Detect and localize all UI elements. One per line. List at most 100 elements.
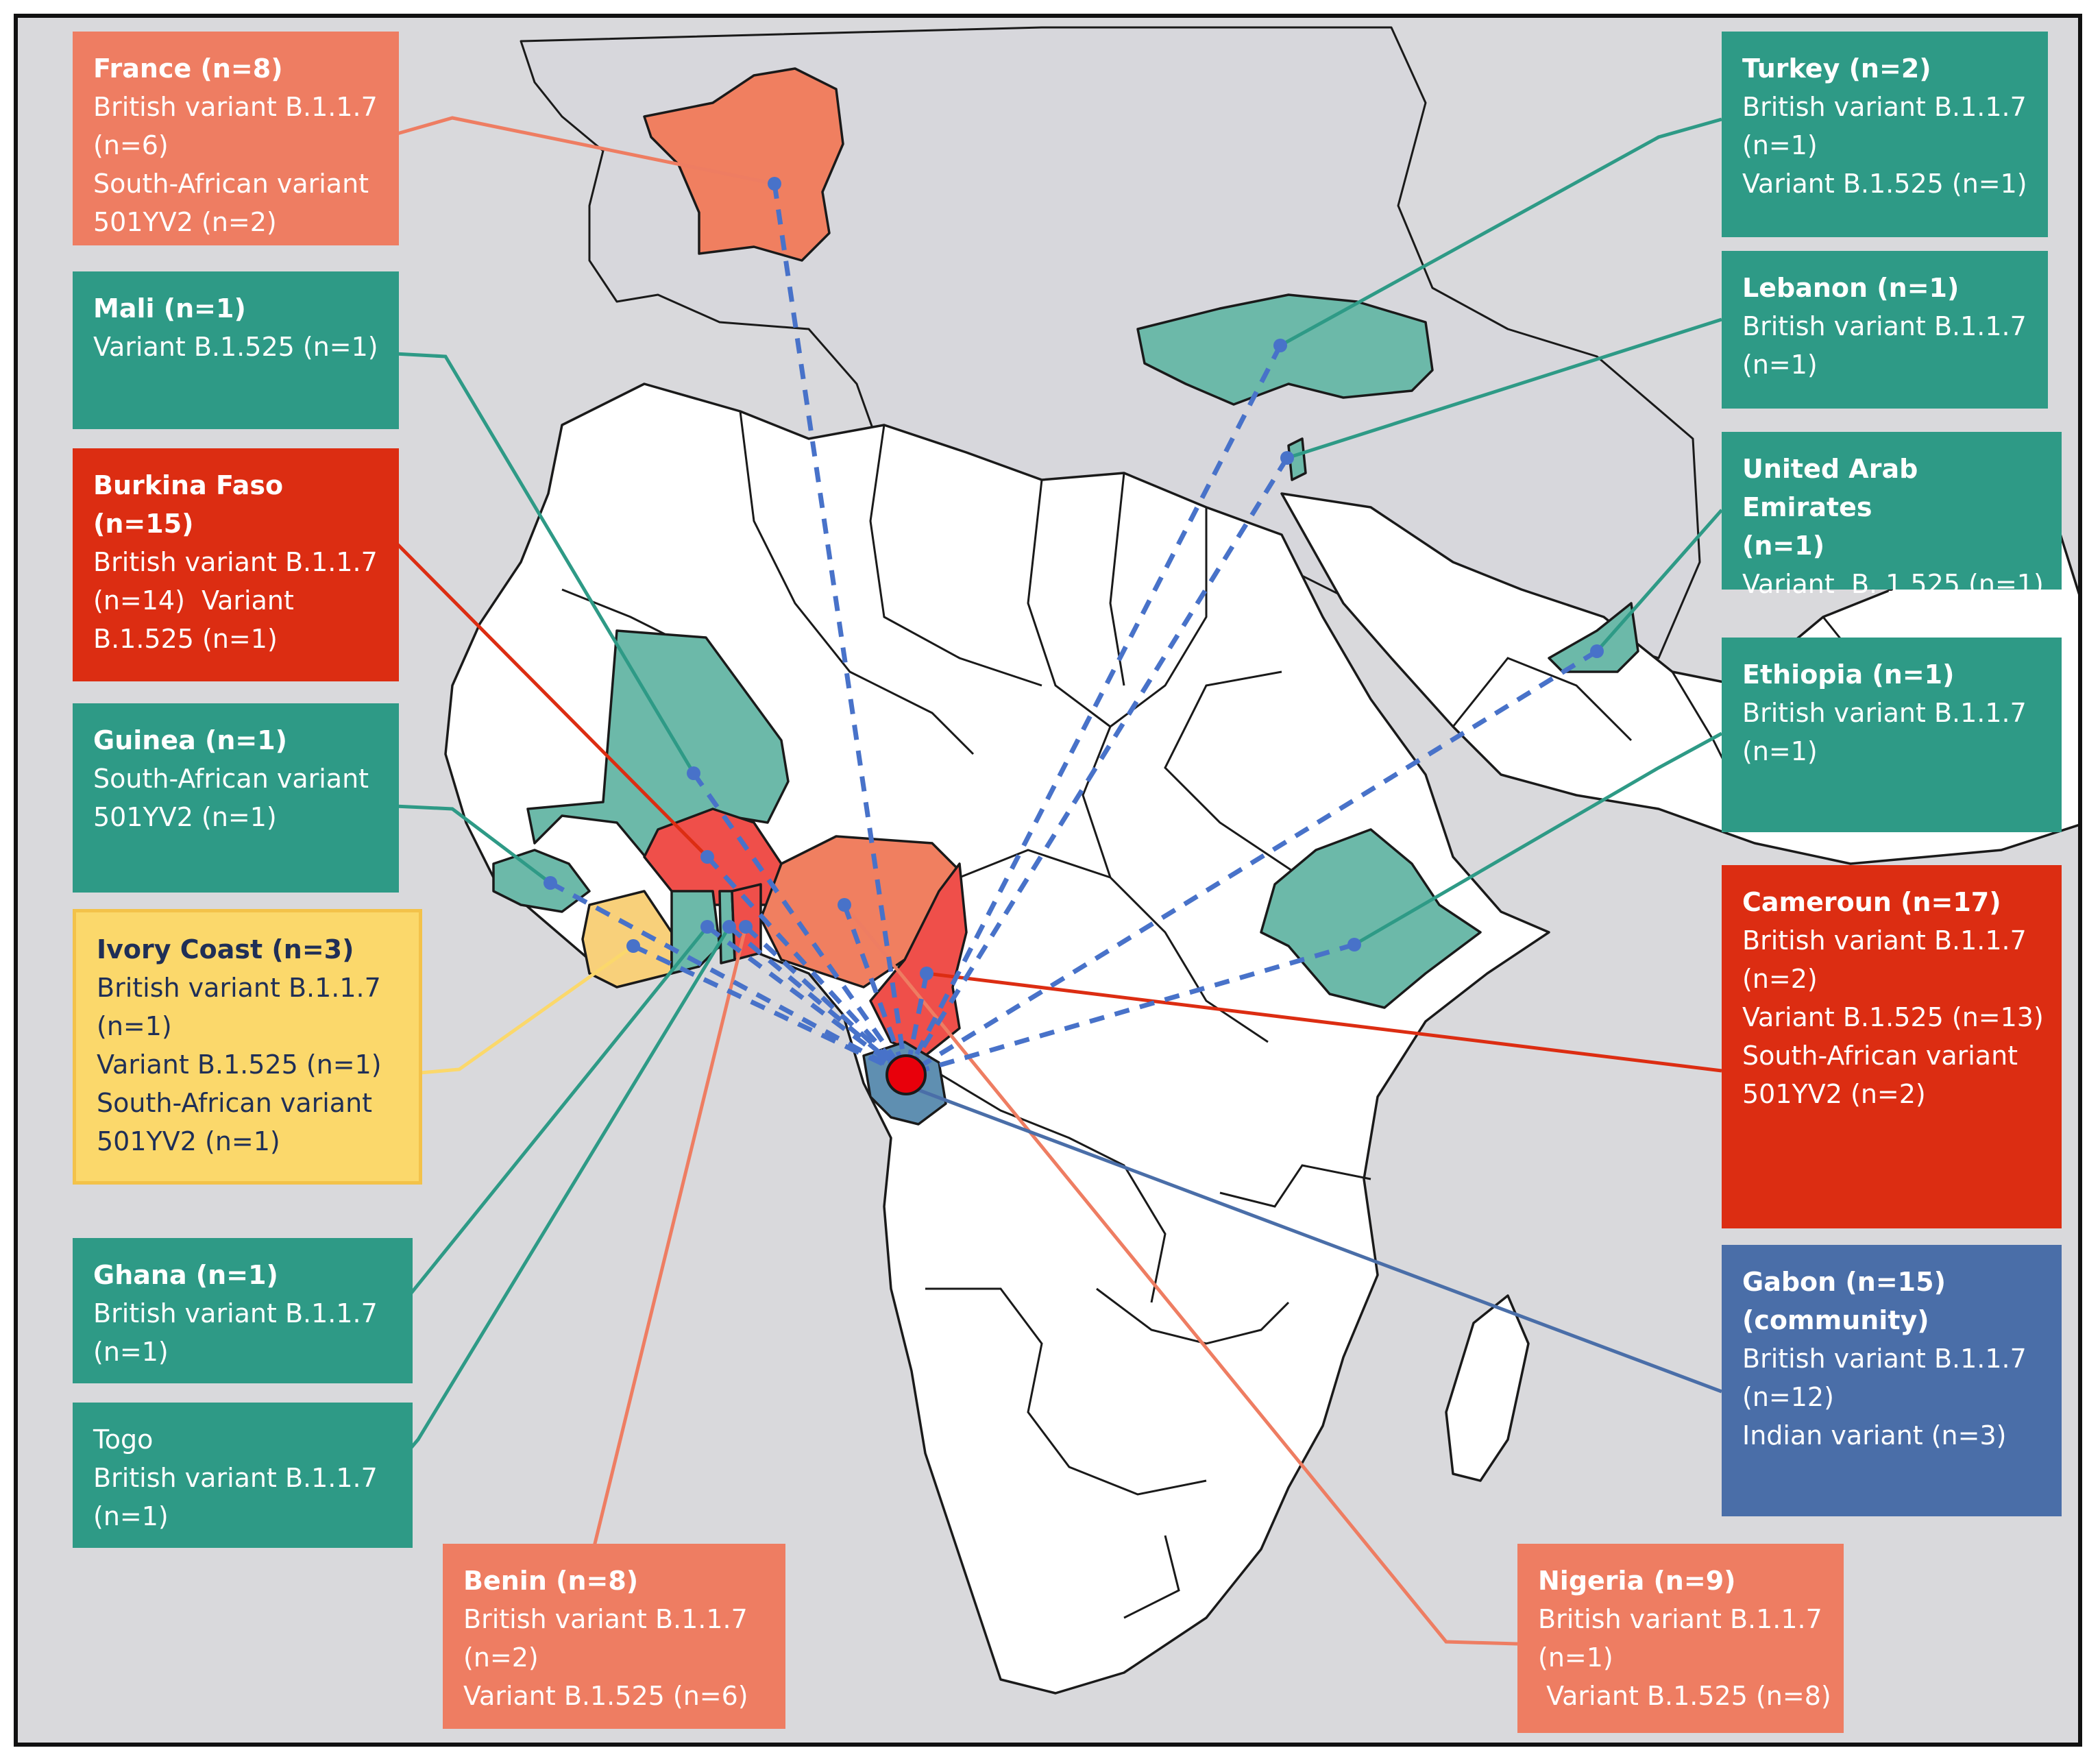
mali-leader — [394, 352, 696, 775]
label-title: Guinea (n=1) — [93, 725, 288, 755]
highlighted-countries — [492, 67, 1639, 1126]
flow-france — [772, 183, 909, 1076]
label-line: British variant B.1.1.7 — [1742, 311, 2027, 341]
flow-benin — [744, 925, 908, 1077]
ethiopia-shape — [1260, 828, 1482, 1009]
label-title: Lebanon (n=1) — [1742, 273, 1959, 303]
ethiopia-leader — [1353, 731, 1723, 947]
flow-mali — [692, 771, 908, 1077]
dot-togo — [722, 920, 736, 934]
label-gabon: Gabon (n=15) (community) British variant… — [1722, 1245, 2062, 1516]
flow-uae — [905, 649, 1598, 1077]
ghana-shape — [670, 890, 721, 975]
turkey-leader — [1279, 117, 1722, 348]
label-line: South-African variant — [97, 1088, 373, 1118]
label-benin: Benin (n=8) British variant B.1.1.7 (n=2… — [443, 1544, 785, 1729]
label-line: Variant B.1.525 (n=6) — [463, 1681, 748, 1711]
label-line: Variant B.1.525 (n=1) — [1742, 169, 2027, 199]
dot-france — [768, 177, 781, 191]
burkina-faso-leader — [393, 540, 709, 858]
label-line: (n=2) — [463, 1642, 539, 1673]
label-line: (n=1) — [97, 1011, 172, 1041]
label-line: British variant B.1.1.7 — [1742, 92, 2027, 122]
label-line: South-African variant — [1742, 1041, 2018, 1071]
label-line: Togo — [93, 1424, 154, 1455]
guinea-shape — [492, 849, 591, 913]
label-line: (n=6) — [93, 130, 169, 160]
label-togo: Togo British variant B.1.1.7 (n=1) — [73, 1403, 413, 1548]
label-line: (n=1) — [1742, 736, 1818, 766]
label-line: British variant B.1.1.7 — [93, 1298, 378, 1329]
label-turkey: Turkey (n=2) British variant B.1.1.7 (n=… — [1722, 32, 2048, 237]
label-line: (n=1) — [93, 1501, 169, 1531]
flow-nigeria — [842, 903, 909, 1076]
dot-guinea — [544, 876, 557, 890]
label-line: British variant B.1.1.7 — [1742, 925, 2027, 956]
label-line: 501YV2 (n=2) — [1742, 1079, 1926, 1109]
label-line: Variant B.1.525 (n=1) — [97, 1050, 382, 1080]
label-line: B.1.525 (n=1) — [93, 624, 278, 654]
map-figure: France (n=8) British variant B.1.1.7 (n=… — [14, 14, 2082, 1747]
label-line: (n=1) — [1742, 350, 1818, 380]
benin-leader — [590, 926, 748, 1555]
lebanon-shape — [1287, 437, 1307, 481]
label-line: 501YV2 (n=1) — [93, 802, 277, 832]
lebanon-leader — [1286, 317, 1722, 460]
red-dot-icon — [886, 1054, 927, 1095]
label-ivory-coast: Ivory Coast (n=3) British variant B.1.1.… — [73, 909, 422, 1185]
flow-burkina-faso — [705, 855, 908, 1077]
label-guinea: Guinea (n=1) South-African variant 501YV… — [73, 703, 399, 893]
label-line: Variant B. 1.525 (n=1) — [1742, 569, 2044, 599]
label-title: United Arab Emirates — [1742, 454, 1918, 522]
label-title: Turkey (n=2) — [1742, 53, 1931, 84]
label-title: France (n=8) — [93, 53, 283, 84]
label-france: France (n=8) British variant B.1.1.7 (n=… — [73, 32, 399, 245]
dot-uae — [1590, 644, 1604, 658]
label-ethiopia: Ethiopia (n=1) British variant B.1.1.7 (… — [1722, 638, 2062, 832]
label-title: Burkina Faso (n=15) — [93, 470, 284, 539]
label-line: Indian variant (n=3) — [1742, 1420, 2007, 1451]
label-line: (n=14) Variant — [93, 585, 294, 616]
label-ghana: Ghana (n=1) British variant B.1.1.7 (n=1… — [73, 1238, 413, 1383]
label-line: British variant B.1.1.7 — [1742, 698, 2027, 728]
dot-ghana — [700, 920, 714, 934]
france-leader — [394, 116, 775, 186]
label-line: Variant B.1.525 (n=13) — [1742, 1002, 2044, 1032]
label-line: (n=1) — [1742, 130, 1818, 160]
label-nigeria: Nigeria (n=9) British variant B.1.1.7 (n… — [1517, 1544, 1844, 1733]
label-uae: United Arab Emirates (n=1) Variant B. 1.… — [1722, 432, 2062, 599]
label-line: 501YV2 (n=1) — [97, 1126, 280, 1156]
leader-lines — [393, 116, 1723, 1646]
uae-leader — [1596, 509, 1723, 653]
flow-turkey — [903, 344, 1283, 1076]
label-line: 501YV2 (n=2) — [93, 207, 277, 237]
france-shape — [643, 67, 844, 262]
label-line: (n=2) — [1742, 964, 1818, 994]
label-line: British variant B.1.1.7 — [1538, 1604, 1822, 1634]
dot-burkina-faso — [700, 850, 714, 864]
dot-ivory-coast — [626, 939, 640, 953]
ivory-coast-leader — [404, 944, 635, 1076]
dot-mali — [687, 766, 700, 780]
flow-togo — [727, 925, 908, 1077]
dot-cameroun — [920, 967, 933, 980]
guinea-leader — [394, 804, 552, 884]
label-line: Variant B.1.525 (n=1) — [93, 332, 378, 362]
dot-nigeria — [838, 898, 851, 912]
flow-lebanon — [904, 457, 1289, 1076]
label-title: Cameroun (n=17) — [1742, 887, 2001, 917]
dot-ethiopia — [1347, 938, 1361, 951]
label-lebanon: Lebanon (n=1) British variant B.1.1.7 (n… — [1722, 251, 2048, 409]
label-line: British variant B.1.1.7 — [93, 547, 378, 577]
label-mali: Mali (n=1) Variant B.1.525 (n=1) — [73, 271, 399, 429]
flow-lines — [549, 183, 1598, 1078]
label-title: Ivory Coast (n=3) — [97, 934, 354, 965]
label-line: South-African variant — [93, 764, 369, 794]
label-title: Ghana (n=1) — [93, 1260, 278, 1290]
ivory-coast-shape — [581, 890, 673, 988]
endpoint-dots — [544, 177, 1604, 980]
label-title: Benin (n=8) — [463, 1566, 639, 1596]
label-title: Gabon (n=15) — [1742, 1267, 1946, 1297]
label-line: South-African variant — [93, 169, 369, 199]
label-line: (n=12) — [1742, 1382, 1834, 1412]
